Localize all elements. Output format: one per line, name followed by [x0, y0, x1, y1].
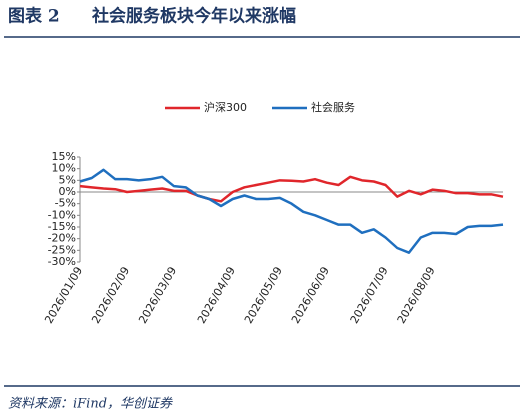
- y-tick-label: -15%: [48, 220, 76, 233]
- legend-label: 沪深300: [204, 100, 247, 114]
- y-tick-label: -10%: [48, 208, 76, 221]
- y-tick-label: 5%: [59, 173, 76, 186]
- legend-label: 社会服务: [311, 100, 355, 114]
- x-tick-label: 2026/03/09: [136, 265, 179, 326]
- x-tick-label: 2026/02/09: [89, 265, 132, 326]
- figure-label: 图表 2: [8, 6, 60, 27]
- source: 资料来源：iFind，华创证券: [8, 397, 173, 412]
- line-series: [79, 168, 504, 254]
- y-tick-label: 15%: [52, 150, 76, 163]
- x-tick-label: 2026/08/09: [395, 265, 438, 326]
- x-tick-label: 2026/04/09: [195, 265, 238, 326]
- y-tick-label: 10%: [52, 162, 76, 175]
- x-tick-label: 2026/06/09: [289, 265, 332, 326]
- y-tick-label: -5%: [55, 197, 76, 210]
- line-series: [79, 175, 504, 203]
- y-tick-label: 0%: [59, 185, 76, 198]
- chart-title: 社会服务板块今年以来涨幅: [91, 6, 296, 27]
- x-tick-label: 2026/01/09: [42, 265, 85, 326]
- y-tick-label: -25%: [48, 243, 76, 256]
- x-tick-label: 2026/07/09: [348, 265, 391, 326]
- y-tick-label: -30%: [48, 255, 76, 268]
- x-tick-label: 2026/05/09: [242, 265, 285, 326]
- y-tick-label: -20%: [48, 232, 76, 245]
